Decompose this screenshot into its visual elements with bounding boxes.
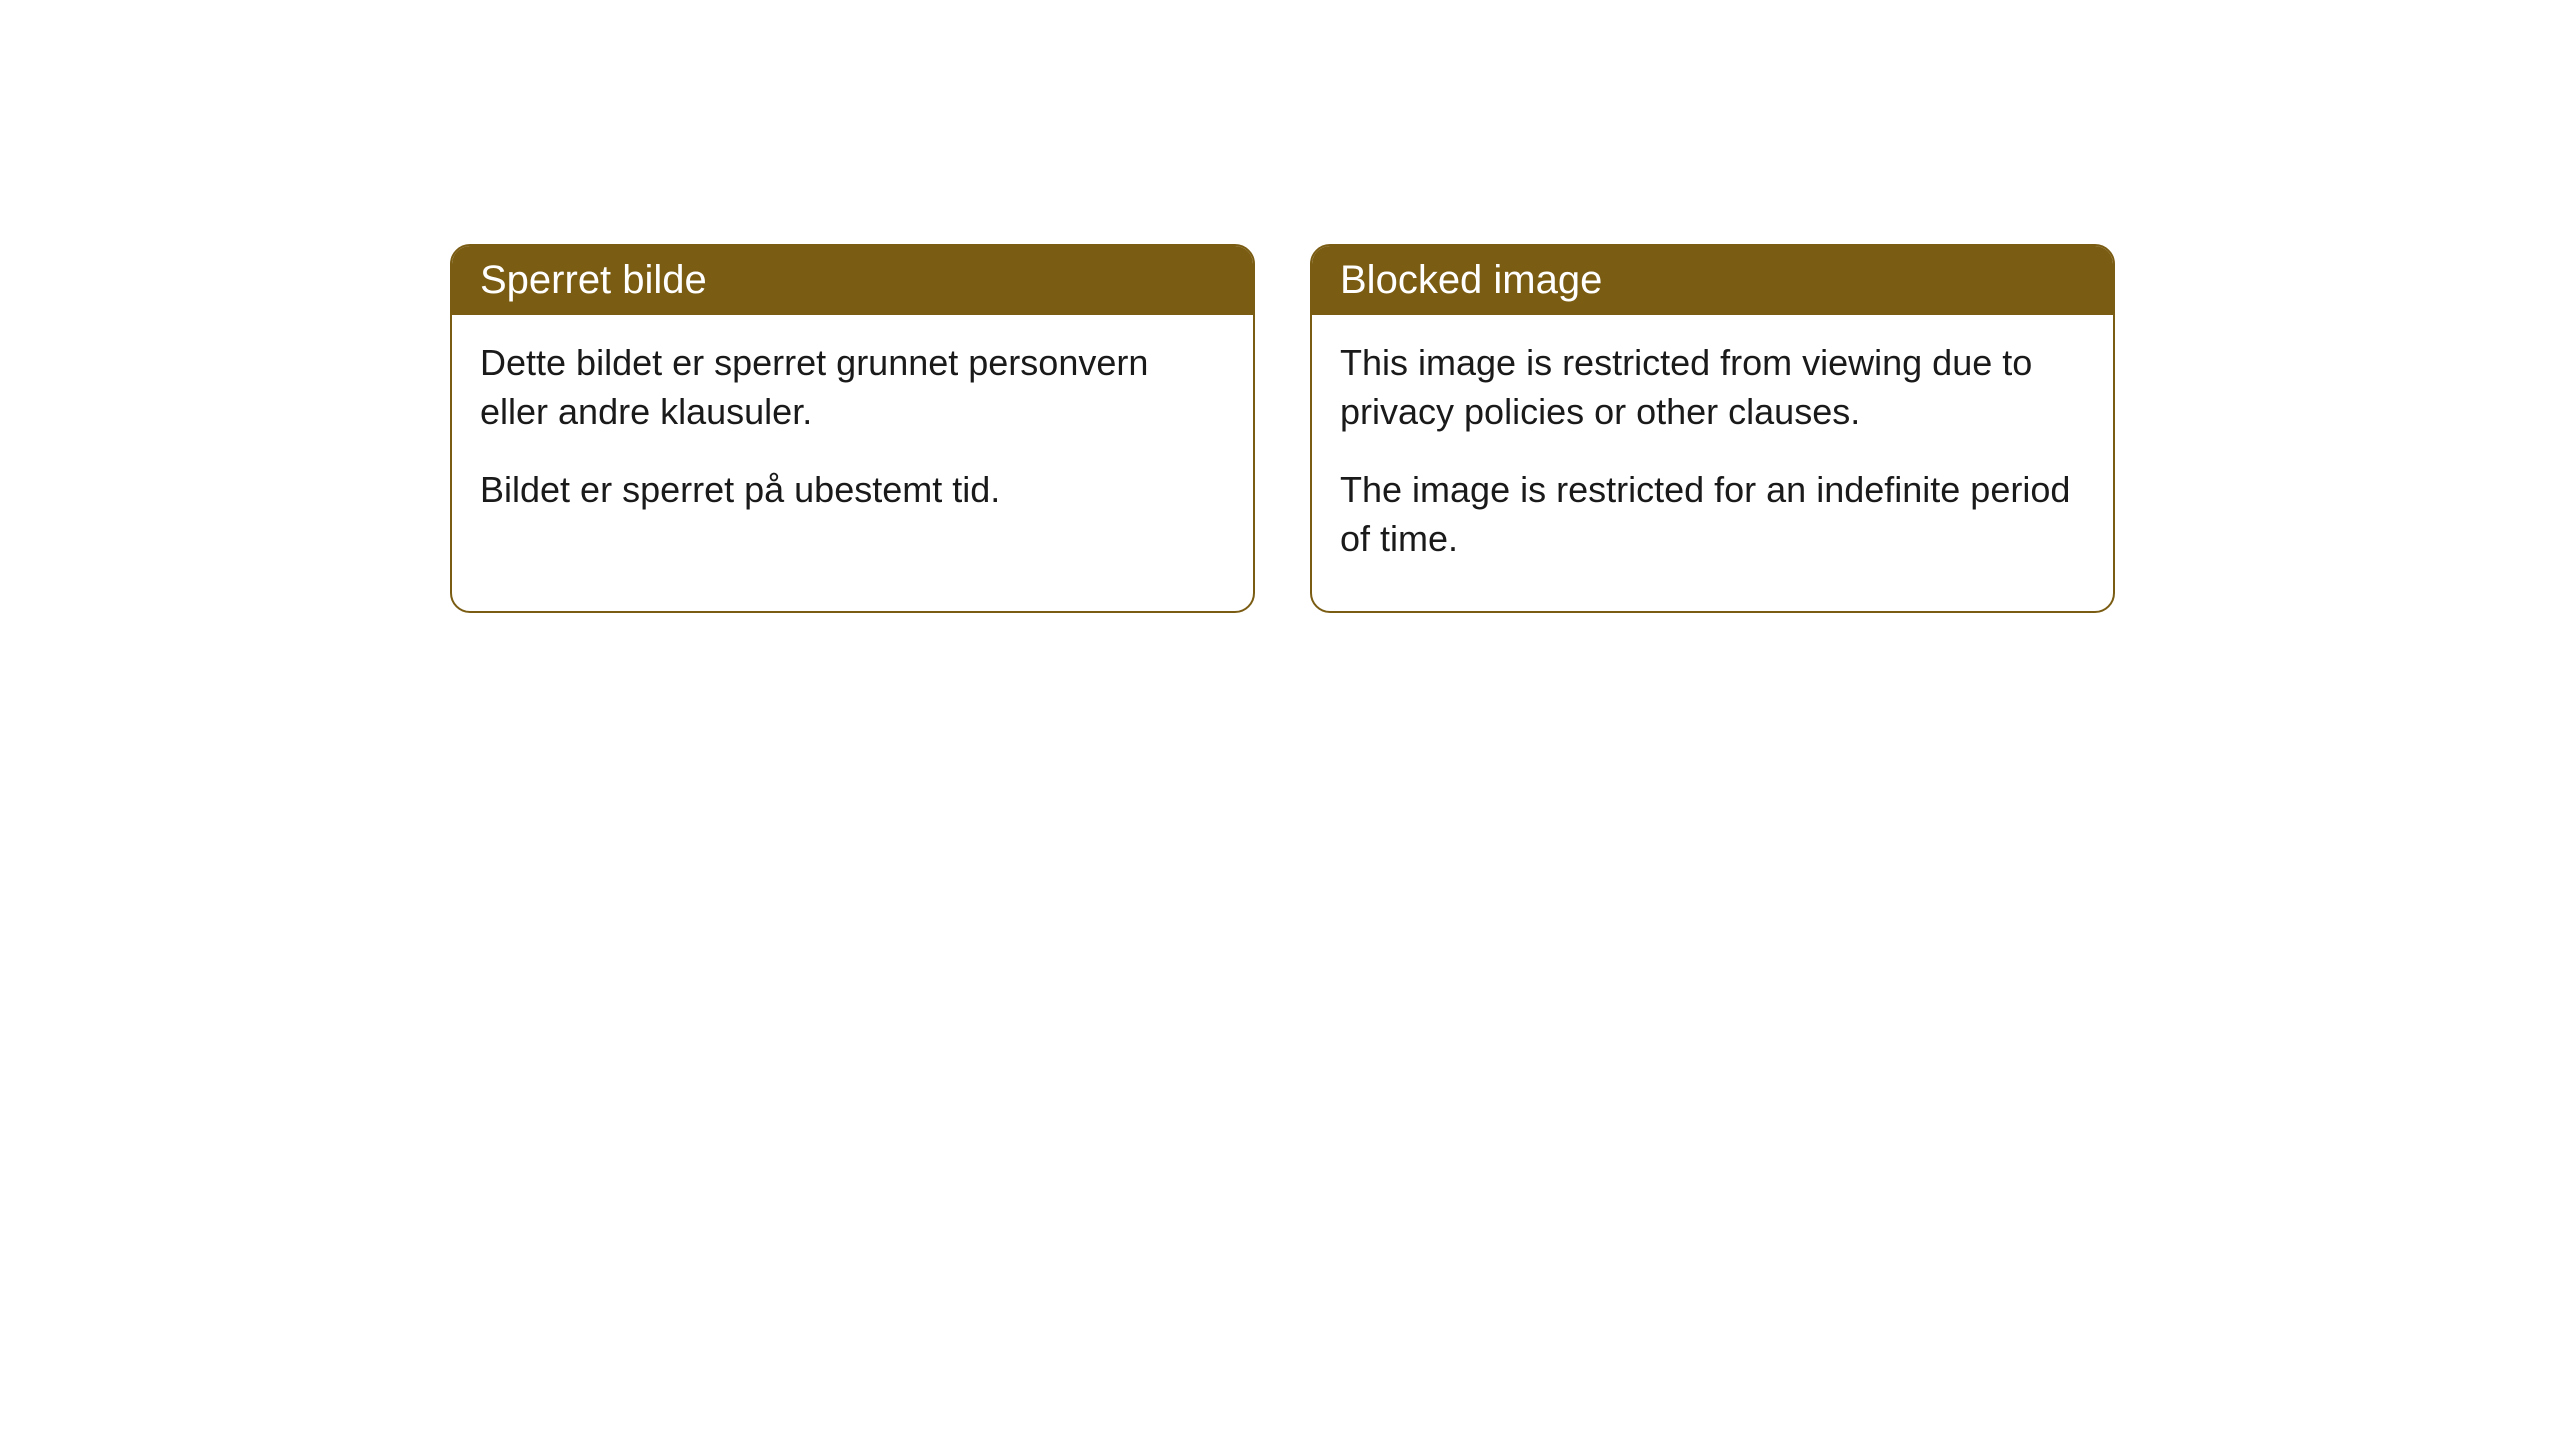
card-header: Blocked image bbox=[1312, 246, 2113, 315]
card-body: Dette bildet er sperret grunnet personve… bbox=[452, 315, 1253, 563]
card-paragraph: Bildet er sperret på ubestemt tid. bbox=[480, 466, 1225, 515]
card-paragraph: This image is restricted from viewing du… bbox=[1340, 339, 2085, 436]
card-title: Sperret bilde bbox=[480, 258, 707, 302]
card-paragraph: Dette bildet er sperret grunnet personve… bbox=[480, 339, 1225, 436]
cards-container: Sperret bilde Dette bildet er sperret gr… bbox=[0, 0, 2560, 613]
card-body: This image is restricted from viewing du… bbox=[1312, 315, 2113, 611]
card-title: Blocked image bbox=[1340, 258, 1602, 302]
card-header: Sperret bilde bbox=[452, 246, 1253, 315]
blocked-image-card-english: Blocked image This image is restricted f… bbox=[1310, 244, 2115, 613]
card-paragraph: The image is restricted for an indefinit… bbox=[1340, 466, 2085, 563]
blocked-image-card-norwegian: Sperret bilde Dette bildet er sperret gr… bbox=[450, 244, 1255, 613]
